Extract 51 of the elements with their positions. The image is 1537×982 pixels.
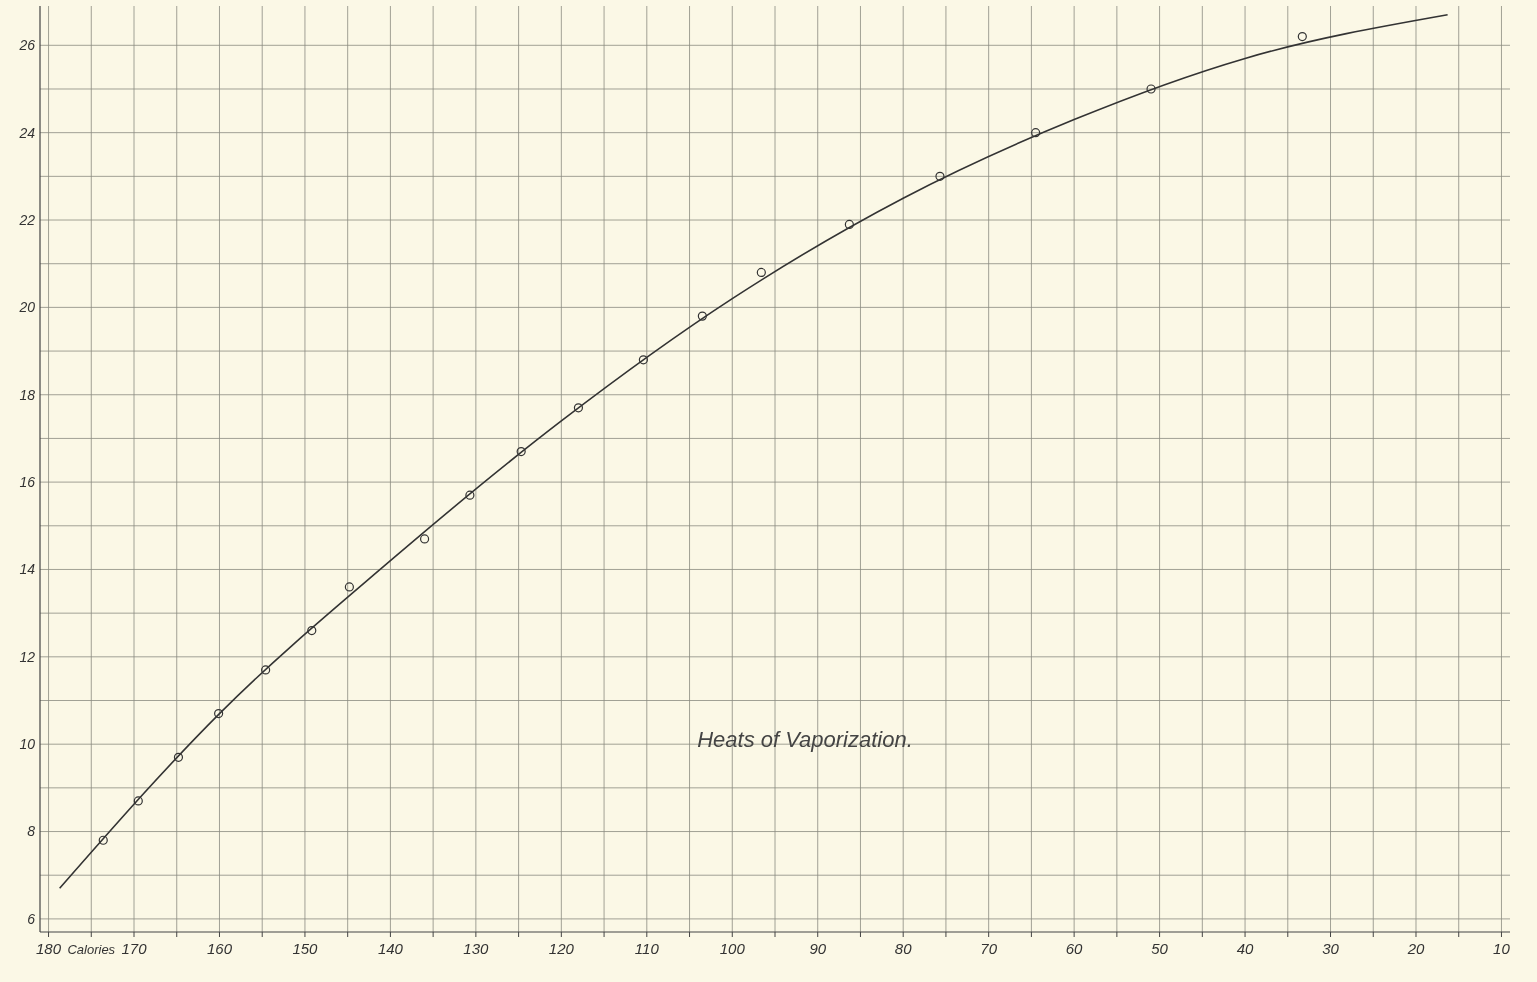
point [173,752,184,762]
x-tick-label: 90 [809,940,827,957]
x-tick-label: 100 [719,940,746,957]
point [133,796,143,806]
x-tick-label: 150 [292,940,319,957]
point [516,446,526,457]
x-tick-label: 140 [377,940,404,957]
point [214,709,224,719]
x-tick-label: 50 [1151,940,1169,957]
point [1297,31,1307,42]
x-tick-label: 160 [206,940,233,957]
y-tick-label: 18 [19,386,36,403]
x-tick-label: 120 [548,940,575,957]
y-tick-label: 14 [19,561,36,578]
y-tick-label: 10 [19,736,36,753]
point [573,403,584,413]
point [1146,84,1156,94]
point [261,665,271,675]
point [1031,128,1041,138]
x-tick-label: 80 [894,940,913,957]
x-tick-label: 60 [1065,940,1084,957]
y-tick-label: 26 [18,37,36,54]
point [638,355,648,365]
y-tick-label: 6 [27,910,36,927]
line-series [58,13,1449,890]
point [419,534,430,544]
point [98,835,108,845]
x-tick-label: 20 [1406,940,1425,957]
point [935,171,945,181]
x-tick-label: 30 [1322,940,1340,957]
y-tick-label: 20 [18,299,36,316]
y-tick-label: 16 [19,474,36,490]
point [465,490,475,500]
y-tick-label: 12 [19,648,36,665]
x-tick-label: 70 [980,940,998,957]
x-tick-label: 40 [1236,940,1255,957]
y-tick-label: 22 [18,211,36,228]
x-tick-label: 110 [634,940,660,957]
point [307,626,317,636]
point [697,311,707,321]
text: Heats of Vaporization. [697,727,913,752]
x-tick-label: 180 [36,940,62,957]
x-axis-title: Calories [67,942,116,957]
y-tick-label: 24 [18,124,36,141]
point [344,582,354,592]
point [756,267,766,278]
x-tick-label: 130 [463,940,490,957]
point [844,219,854,229]
x-tick-label: 170 [121,940,148,957]
x-tick-label: 10 [1493,940,1511,957]
y-tick-label: 8 [27,823,36,840]
